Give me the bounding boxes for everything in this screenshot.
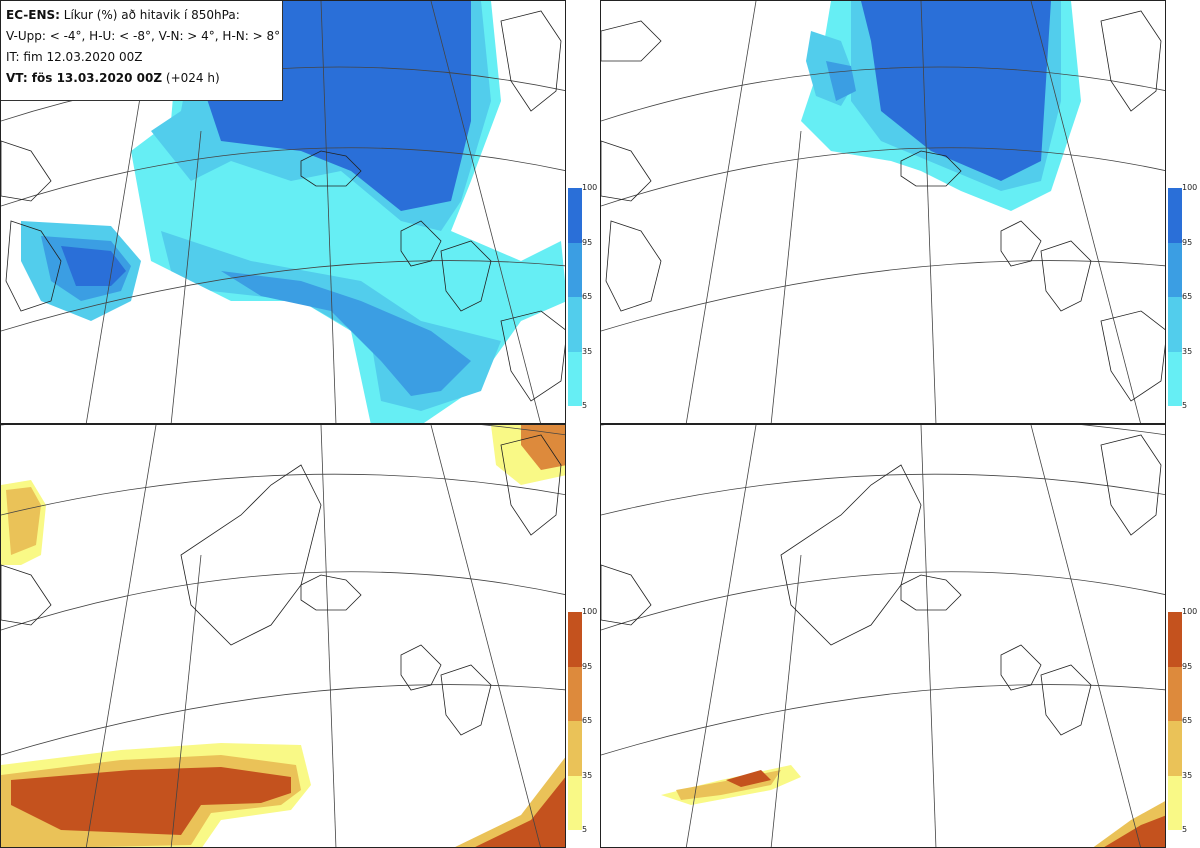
graticule: [601, 425, 1165, 847]
colorbar-tick-label: 100: [1182, 607, 1198, 616]
colorbar-tick-label: 100: [582, 607, 598, 616]
colorbar-tick-label: 95: [1182, 661, 1193, 671]
colorbar-segment: [568, 351, 582, 406]
info-line-3: IT: fim 12.03.2020 00Z: [6, 50, 143, 64]
colorbar-tick-label: 5: [582, 825, 588, 834]
colorbar-tick-label: 5: [1182, 401, 1188, 410]
colorbar-tick-label: 95: [1182, 237, 1193, 247]
colorbar-segment: [568, 775, 582, 830]
map-canvas: [1, 1, 565, 423]
colorbar-tick-label: 65: [582, 716, 593, 725]
coastlines: [601, 10, 1165, 402]
colorbar-warm: 5 35 65 95 100: [568, 608, 608, 834]
map-canvas: [601, 1, 1165, 423]
probability-shading: [1, 425, 565, 847]
info-line-2: V-Upp: < -4°, H-U: < -8°, V-N: > 4°, H-N…: [6, 29, 281, 43]
info-model: EC-ENS:: [6, 8, 60, 22]
colorbar-tick-label: 95: [582, 237, 593, 247]
graticule: [601, 1, 1165, 423]
map-canvas: [601, 425, 1165, 847]
colorbar-segment: [568, 242, 582, 297]
info-title: Líkur (%) að hitavik í 850hPa:: [59, 8, 240, 22]
coastlines: [601, 434, 1162, 736]
colorbar-segment: [568, 297, 582, 352]
map-panel-top-left: EC-ENS: Líkur (%) að hitavik í 850hPa: V…: [0, 0, 566, 424]
colorbar-segment: [1168, 666, 1182, 721]
colorbar-tick-label: 100: [1182, 183, 1198, 192]
colorbar-segment: [1168, 242, 1182, 297]
info-valid-time: VT: fös 13.03.2020 00Z: [6, 71, 163, 85]
map-panel-top-right: [600, 0, 1166, 424]
colorbar-segment: [1168, 188, 1182, 243]
map-canvas: [1, 425, 565, 847]
colorbar-segment: [568, 666, 582, 721]
colorbar-tick-label: 65: [582, 292, 593, 301]
colorbar-tick-label: 35: [1182, 346, 1193, 356]
colorbar-warm-right: 5 35 65 95 100: [1168, 608, 1200, 834]
colorbar-segment: [568, 188, 582, 243]
colorbar-segment: [568, 721, 582, 776]
probability-shading: [661, 765, 1165, 847]
colorbar-tick-label: 65: [1182, 292, 1193, 301]
colorbar-tick-label: 65: [1182, 716, 1193, 725]
graticule: [1, 425, 565, 847]
info-line-1: EC-ENS: Líkur (%) að hitavik í 850hPa:: [6, 5, 282, 26]
map-panel-bottom-right: [600, 424, 1166, 848]
colorbar-tick-label: 35: [582, 346, 593, 356]
map-panel-bottom-left: [0, 424, 566, 848]
probability-shading: [801, 1, 1081, 211]
colorbar-segment: [1168, 297, 1182, 352]
colorbar-cold-right: 5 35 65 95 100: [1168, 184, 1200, 410]
colorbar-segment: [1168, 351, 1182, 406]
info-lead-time: (+024 h): [162, 71, 220, 85]
colorbar-segment: [1168, 721, 1182, 776]
coastlines: [1, 434, 562, 736]
colorbar-segment: [568, 612, 582, 667]
info-box: EC-ENS: Líkur (%) að hitavik í 850hPa: V…: [1, 1, 283, 101]
colorbar-tick-label: 95: [582, 661, 593, 671]
colorbar-segment: [1168, 775, 1182, 830]
colorbar-segment: [1168, 612, 1182, 667]
colorbar-cold: 5 35 65 95 100: [568, 184, 608, 410]
colorbar-tick-label: 5: [1182, 825, 1188, 834]
colorbar-tick-label: 5: [582, 401, 588, 410]
colorbar-tick-label: 35: [582, 770, 593, 780]
info-line-4: VT: fös 13.03.2020 00Z (+024 h): [6, 68, 282, 89]
colorbar-tick-label: 35: [1182, 770, 1193, 780]
colorbar-tick-label: 100: [582, 183, 598, 192]
